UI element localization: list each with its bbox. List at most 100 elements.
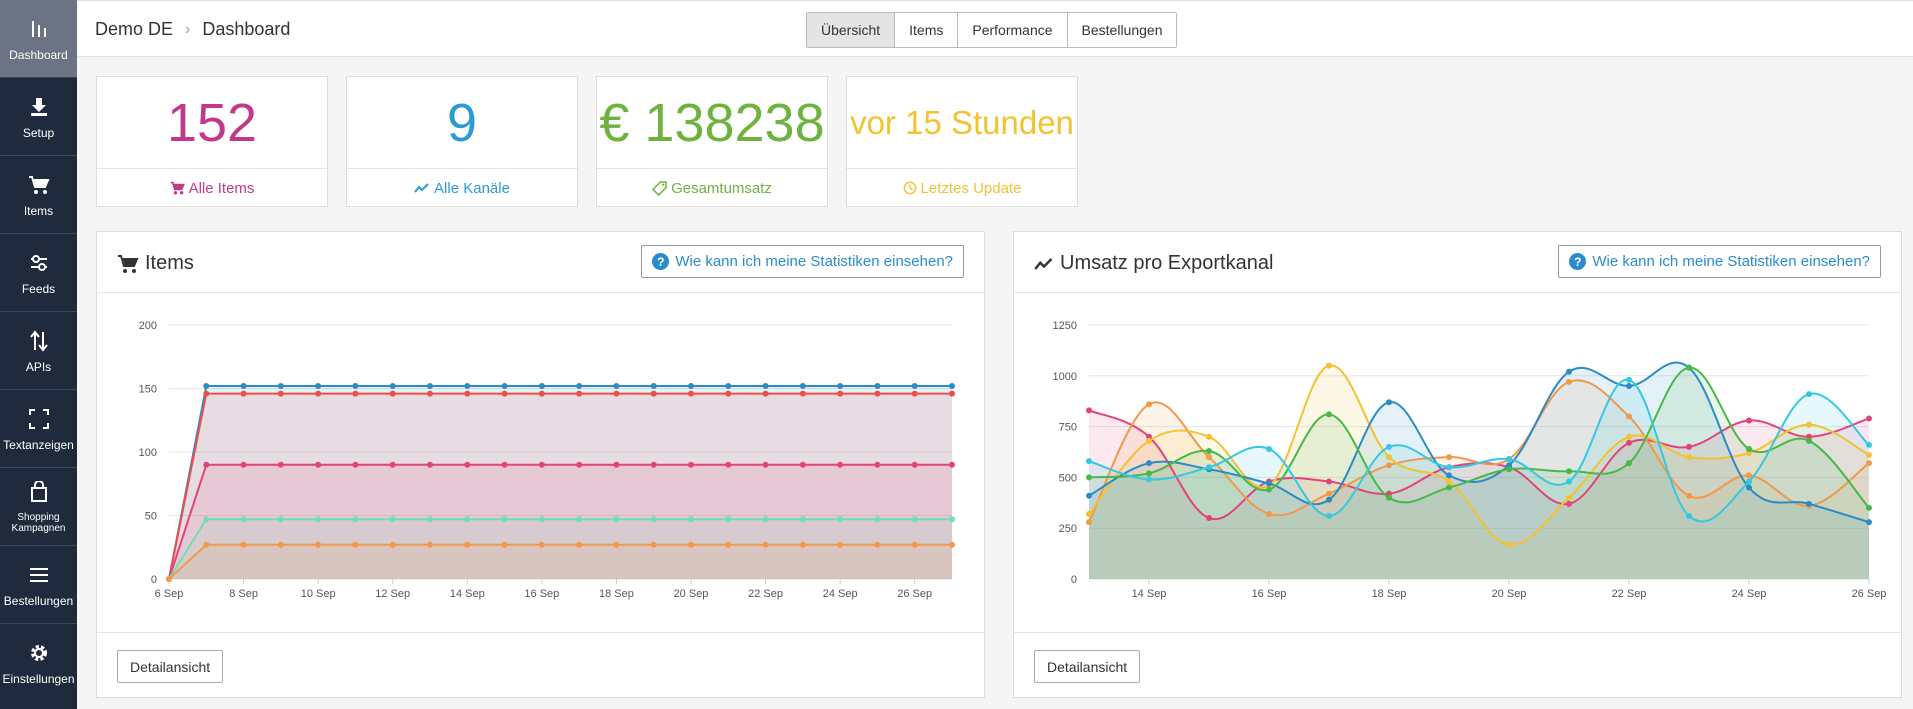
- panel-title: Umsatz pro Exportkanal: [1034, 252, 1273, 275]
- items-chart-svg: 0 50 100 150 200 6 Sep 8 Sep 10 Sep 12 Sep 14 Sep…: [139, 320, 955, 600]
- data-point: [799, 541, 806, 548]
- data-point: [911, 461, 918, 468]
- x-tick-label: 26 Sep: [897, 588, 932, 600]
- sidebar-item-apis[interactable]: APIs: [0, 312, 77, 390]
- sidebar-item-dashboard[interactable]: Dashboard: [0, 0, 77, 78]
- data-point: [1086, 407, 1092, 414]
- series-line-1: [168, 392, 952, 580]
- chevron-right-icon: ›: [185, 20, 191, 38]
- data-point: [613, 461, 620, 468]
- data-point: [277, 390, 284, 397]
- sidebar-item-setup[interactable]: Setup: [0, 78, 77, 156]
- data-point: [1326, 478, 1332, 485]
- series-area-1: [1089, 380, 1869, 579]
- x-tick-label: 22 Sep: [748, 588, 783, 600]
- data-point: [1806, 391, 1812, 398]
- breadcrumb-current: Dashboard: [202, 19, 291, 39]
- cart-icon: [170, 181, 185, 195]
- data-point: [538, 516, 545, 523]
- data-point: [240, 390, 247, 397]
- data-point: [911, 382, 918, 389]
- x-tick-label: 20 Sep: [674, 588, 709, 600]
- data-point: [1446, 464, 1452, 471]
- panel-header: Umsatz pro Exportkanal ? Wie kann ich me…: [1014, 232, 1901, 293]
- series-area-4: [169, 544, 952, 579]
- data-point: [1866, 504, 1872, 511]
- tab-bestellungen[interactable]: Bestellungen: [1067, 13, 1177, 47]
- question-icon: ?: [652, 253, 670, 270]
- data-point: [240, 461, 247, 468]
- data-point: [1386, 443, 1392, 450]
- data-point: [725, 461, 732, 468]
- data-point: [464, 461, 471, 468]
- data-point: [1266, 510, 1272, 517]
- sidebar-item-bestellungen[interactable]: Bestellungen: [0, 546, 77, 624]
- sidebar-item-shopping-kampagnen[interactable]: Shopping Kampagnen: [0, 468, 77, 546]
- series-area-3: [169, 519, 952, 579]
- data-point: [650, 541, 657, 548]
- data-point: [1266, 445, 1272, 452]
- data-point: [538, 541, 545, 548]
- data-point: [576, 382, 583, 389]
- stat-caption[interactable]: Alle Kanäle: [347, 169, 577, 207]
- series-line-3: [1088, 361, 1870, 524]
- data-point: [837, 461, 844, 468]
- data-point: [203, 516, 210, 523]
- detail-button[interactable]: Detailansicht: [1034, 650, 1141, 683]
- download-icon: [27, 95, 51, 119]
- stat-caption[interactable]: Letztes Update: [847, 169, 1077, 207]
- stat-caption[interactable]: Gesamtumsatz: [597, 169, 827, 207]
- data-point: [203, 541, 210, 548]
- data-point: [1386, 494, 1392, 501]
- series-area-3: [1089, 362, 1869, 579]
- data-point: [1146, 437, 1152, 444]
- data-point: [1146, 470, 1152, 477]
- stat-value: € 138238: [597, 77, 827, 169]
- data-point: [464, 516, 471, 523]
- sidebar-item-items[interactable]: Items: [0, 156, 77, 234]
- stat-value: vor 15 Stunden: [847, 77, 1077, 169]
- tab-performance[interactable]: Performance: [958, 13, 1068, 47]
- data-point: [762, 461, 769, 468]
- data-point: [650, 516, 657, 523]
- sidebar-item-feeds[interactable]: Feeds: [0, 234, 77, 312]
- breadcrumb-root[interactable]: Demo DE: [95, 19, 174, 39]
- data-point: [650, 390, 657, 397]
- help-button[interactable]: ? Wie kann ich meine Statistiken einsehe…: [641, 245, 964, 278]
- sidebar-item-textanzeigen[interactable]: Textanzeigen: [0, 390, 77, 468]
- stat-label: Alle Kanäle: [434, 179, 510, 197]
- items-panel: Items ? Wie kann ich meine Statistiken e…: [96, 231, 985, 698]
- series-line-2: [1088, 364, 1870, 546]
- data-point: [538, 382, 545, 389]
- data-point: [725, 382, 732, 389]
- data-point: [1626, 413, 1632, 420]
- data-point: [1686, 364, 1692, 371]
- data-point: [1446, 478, 1452, 485]
- help-button[interactable]: ? Wie kann ich meine Statistiken einsehe…: [1558, 245, 1881, 278]
- data-point: [613, 541, 620, 548]
- x-tick-label: 16 Sep: [524, 588, 559, 600]
- data-point: [1626, 382, 1632, 389]
- series-area-2: [1089, 365, 1869, 579]
- tag-icon: [652, 180, 667, 196]
- sidebar-item-label: Dashboard: [9, 47, 68, 62]
- sidebar-item-einstellungen[interactable]: Einstellungen: [0, 624, 77, 702]
- data-point: [277, 541, 284, 548]
- question-icon: ?: [1569, 253, 1587, 270]
- clock-icon: [903, 181, 916, 195]
- data-point: [576, 461, 583, 468]
- tab-items[interactable]: Items: [895, 13, 959, 47]
- data-point: [799, 382, 806, 389]
- detail-button[interactable]: Detailansicht: [117, 650, 224, 683]
- data-point: [762, 382, 769, 389]
- data-point: [613, 382, 620, 389]
- series-line-4: [168, 543, 952, 580]
- data-point: [538, 461, 545, 468]
- data-point: [688, 541, 694, 548]
- stat-caption[interactable]: Alle Items: [97, 169, 327, 207]
- data-point: [613, 390, 620, 397]
- data-point: [1806, 437, 1812, 444]
- tab-uebersicht[interactable]: Übersicht: [807, 13, 896, 47]
- sidebar-item-label: Shopping Kampagnen: [11, 511, 66, 534]
- data-point: [1566, 500, 1572, 507]
